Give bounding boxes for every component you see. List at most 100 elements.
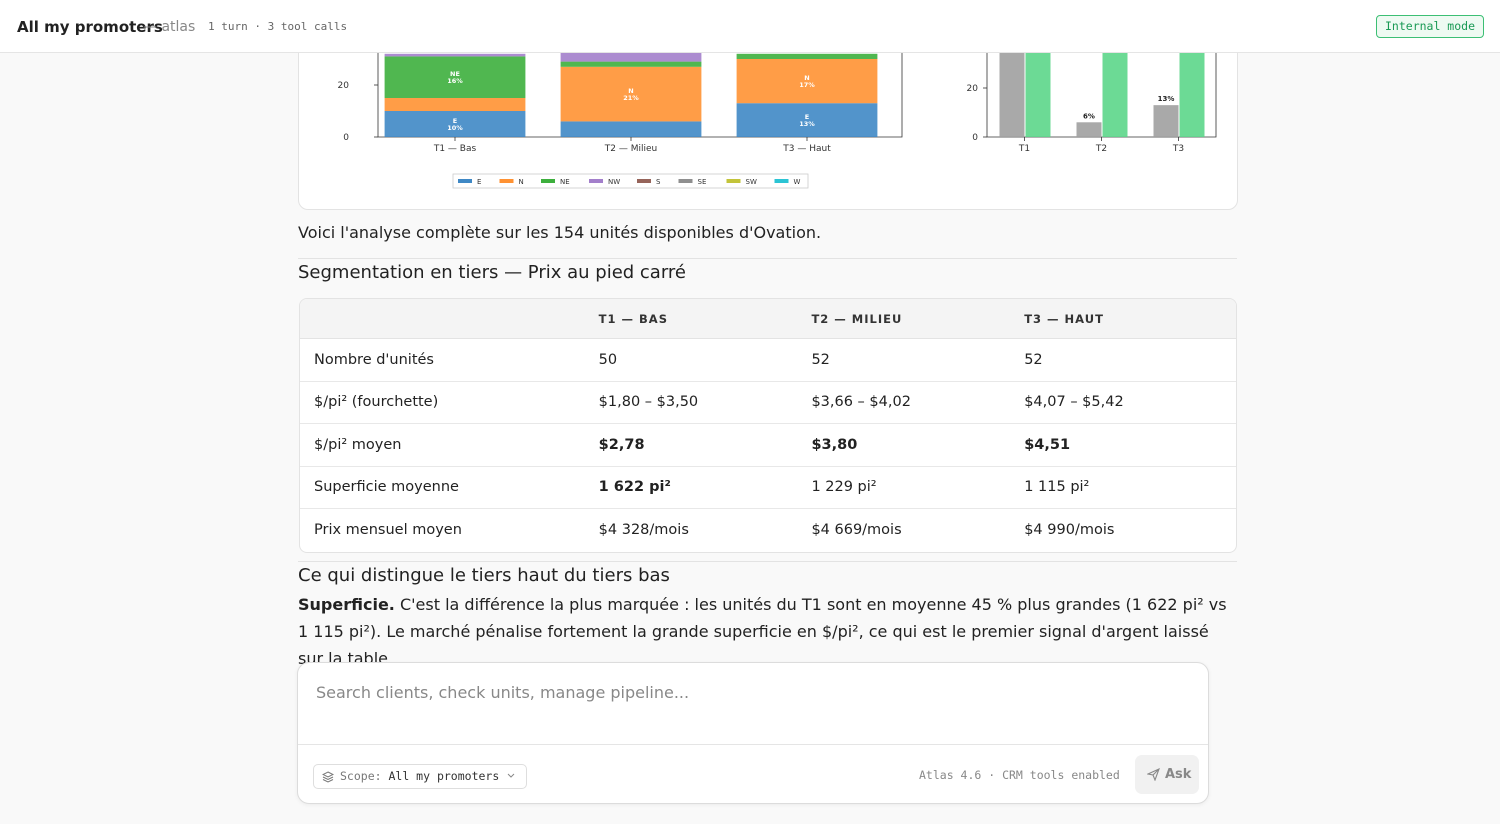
table-cell: Superficie moyenne xyxy=(300,467,598,509)
composer: Search clients, check units, manage pipe… xyxy=(297,662,1209,804)
paragraph-text: C'est la différence la plus marquée : le… xyxy=(298,595,1227,668)
bar xyxy=(1179,48,1205,137)
y-tick-label: 0 xyxy=(972,133,978,143)
scope-value: All my promoters xyxy=(388,769,500,783)
y-tick-label: 20 xyxy=(338,81,350,91)
legend-swatch xyxy=(726,179,741,183)
table-cell: $4 990/mois xyxy=(1024,522,1115,539)
bar xyxy=(1102,48,1128,137)
table-row: $/pi² moyen $2,78 $3,80 $4,51 xyxy=(300,424,1236,467)
header-cell xyxy=(300,299,598,339)
table-cell: $4,07 – $5,42 xyxy=(1023,382,1236,424)
segment-name: E xyxy=(805,113,809,121)
table-cell: $3,66 – $4,02 xyxy=(810,382,1024,424)
table-cell: 52 xyxy=(1023,339,1236,382)
header-cell: T1 — BAS xyxy=(597,299,811,339)
table-cell: 1 115 pi² xyxy=(1023,467,1236,509)
tier-table: T1 — BAS T2 — MILIEU T3 — HAUT Nombre d'uni… xyxy=(299,298,1237,553)
table-cell: 52 xyxy=(810,339,1024,382)
x-tick-label: T1 — Bas xyxy=(433,144,477,154)
value-label: 21% xyxy=(623,94,639,102)
table-row: Prix mensuel moyen $4 328/mois $4 669/mois… xyxy=(300,509,1236,552)
table-cell: $4 328/mois xyxy=(598,522,689,539)
section-heading: Segmentation en tiers — Prix au pied car… xyxy=(298,262,687,283)
table-cell: 50 xyxy=(597,339,811,382)
bar xyxy=(384,53,526,57)
value-label: 13% xyxy=(1158,95,1175,103)
section-heading: Ce qui distingue le tiers haut du tiers … xyxy=(298,565,670,586)
segment-name: N xyxy=(628,87,633,95)
bar xyxy=(560,61,702,67)
header-row: T1 — BAS T2 — MILIEU T3 — HAUT xyxy=(300,299,1236,339)
scope-selector[interactable]: Scope: All my promoters xyxy=(313,764,528,789)
layers-icon xyxy=(322,771,334,783)
legend-label: NE xyxy=(560,178,570,186)
bar xyxy=(736,53,878,59)
chevron-icon xyxy=(507,773,515,778)
y-tick-label: 20 xyxy=(967,84,979,94)
header-cell: T3 — HAUT xyxy=(1023,299,1236,339)
legend-label: NW xyxy=(608,178,620,186)
table-cell: Prix mensuel moyen xyxy=(314,522,462,539)
x-tick-label: T2 — Milieu xyxy=(604,144,657,154)
legend-swatch xyxy=(541,179,555,183)
table-cell: $4,51 xyxy=(1023,424,1236,467)
paragraph: Superficie. C'est la différence la plus … xyxy=(298,591,1238,672)
legend-swatch xyxy=(774,179,789,183)
table-cell: $/pi² (fourchette) xyxy=(300,382,598,424)
x-tick-label: T2 xyxy=(1095,144,1107,154)
app-name: — atlas xyxy=(143,19,196,35)
run-meta: 1 turn · 3 tool calls xyxy=(208,20,348,33)
bar xyxy=(1153,105,1179,137)
legend xyxy=(452,173,809,189)
legend-label: N xyxy=(519,178,524,186)
table-cell: $1,80 – $3,50 xyxy=(597,382,811,424)
bar xyxy=(736,59,878,104)
value-label: 17% xyxy=(799,81,815,89)
composer-divider xyxy=(298,744,1208,745)
value-label: 16% xyxy=(447,77,463,85)
paragraph-lead: Superficie. xyxy=(298,595,395,614)
divider xyxy=(298,258,1237,259)
segment-name: NE xyxy=(450,70,460,78)
bar xyxy=(384,56,526,98)
mode-badge[interactable]: Internal mode xyxy=(1376,15,1485,38)
bar xyxy=(1025,48,1051,137)
scope-label: Scope: xyxy=(340,769,382,783)
bar xyxy=(384,111,526,137)
legend-label: E xyxy=(477,178,481,186)
table-cell: $4 669/mois xyxy=(811,522,902,539)
divider xyxy=(298,561,1237,562)
bar xyxy=(736,103,878,137)
table-row: Superficie moyenne 1 622 pi² 1 229 pi² 1 11… xyxy=(300,467,1236,509)
legend-swatch xyxy=(637,179,651,183)
legend-label: SE xyxy=(698,178,707,186)
legend-label: SW xyxy=(746,178,757,186)
legend-swatch xyxy=(499,179,514,183)
composer-input[interactable]: Search clients, check units, manage pipe… xyxy=(316,683,690,702)
legend-swatch xyxy=(589,179,603,183)
x-tick-label: T1 xyxy=(1018,144,1030,154)
legend-swatch xyxy=(678,179,693,183)
table-cell: 1 622 pi² xyxy=(597,467,811,509)
value-label: 13% xyxy=(799,120,815,128)
value-label: 6% xyxy=(1083,112,1095,120)
bar xyxy=(560,66,702,122)
segment-name: E xyxy=(453,117,457,125)
table-cell: $2,78 xyxy=(597,424,811,467)
ask-label: Ask xyxy=(1165,767,1192,782)
bar xyxy=(1076,122,1102,137)
workspace-title: All my promoters xyxy=(17,18,163,36)
y-tick-label: 0 xyxy=(343,133,349,143)
send-icon xyxy=(1147,768,1160,781)
legend-label: S xyxy=(656,178,661,186)
ask-button[interactable]: Ask xyxy=(1135,755,1199,794)
table-cell: $3,80 xyxy=(810,424,1024,467)
table-cell: 1 229 pi² xyxy=(810,467,1024,509)
bar xyxy=(999,48,1025,137)
bar xyxy=(384,98,526,111)
table-cell: $/pi² moyen xyxy=(300,424,598,467)
value-label: 10% xyxy=(447,124,463,132)
